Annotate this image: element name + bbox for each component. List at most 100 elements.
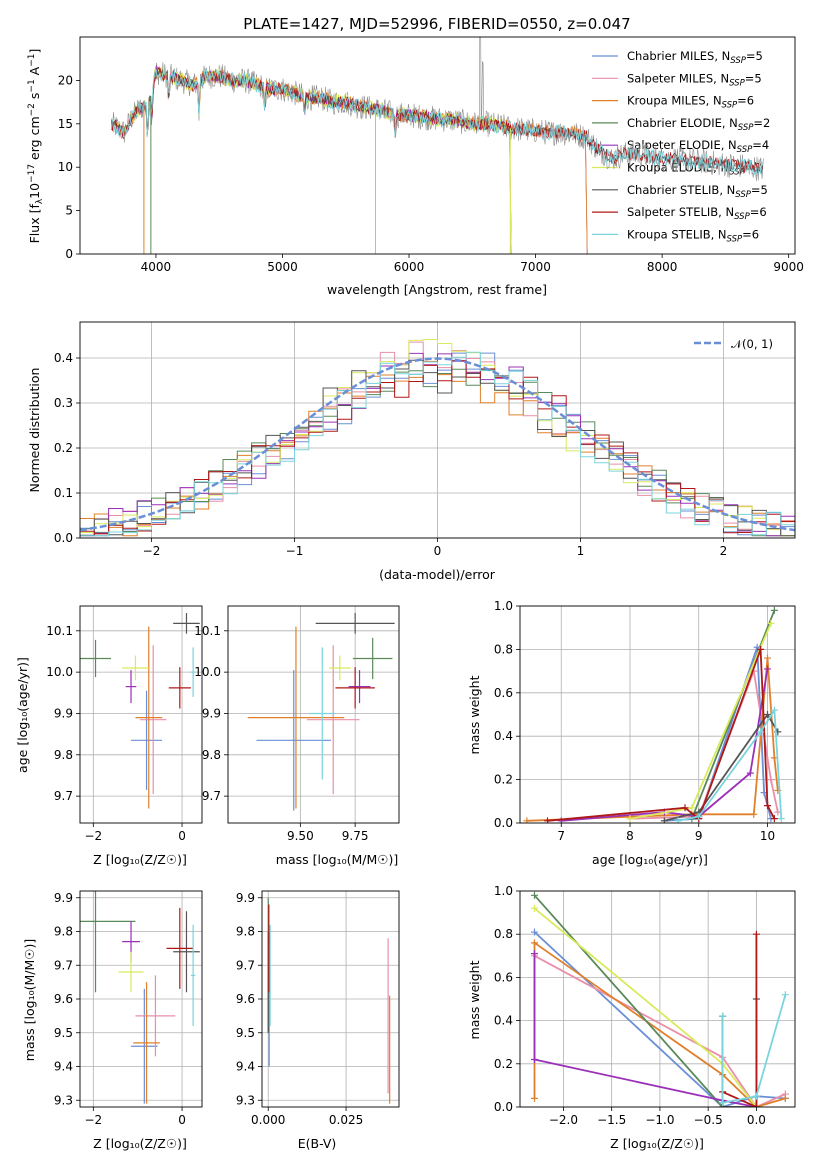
weight-point-kroupa-stelib	[781, 991, 789, 999]
weight-line-chabrier-elodie	[691, 609, 776, 820]
gaussian-curve	[80, 357, 795, 532]
axes-frame	[519, 890, 796, 1108]
y-axis-label-part: erg cm	[27, 116, 42, 164]
ticks: 4000 5000 6000 7000 8000 9000 0 5 10 15 20	[58, 73, 804, 274]
legend-label-kroupa-miles: Kroupa MILES, NSSP=6	[627, 94, 754, 111]
y-tick-label: 0.2	[494, 773, 513, 787]
y-tick-label: 9.9	[236, 891, 255, 905]
y-tick-label: 9.3	[54, 1093, 73, 1107]
axes-frame	[79, 605, 203, 824]
mass-vs-Z-panel: Z [log₁₀(Z/Z☉)] mass [log₁₀(M/M☉)] −2 0 9.…	[22, 890, 203, 1151]
y-axis-label: mass weight	[467, 675, 482, 754]
weight-point-chabrier-stelib	[660, 817, 668, 823]
weight-point-kroupa-miles	[781, 1094, 789, 1102]
x-tick-label: 0	[178, 829, 186, 843]
weight-vs-age-panel: age [log₁₀(age/yr)] mass weight 7 8 9 10 0.0…	[467, 599, 796, 867]
y-axis-label-part: −17	[27, 164, 37, 183]
x-tick-label: 9.50	[287, 829, 314, 843]
y-tick-label: 9.7	[54, 789, 73, 803]
weight-point-kroupa-stelib	[752, 1092, 760, 1100]
y-axis-label-part: ]	[27, 49, 42, 54]
weight-point-salpeter-stelib	[757, 645, 765, 653]
x-tick-label: −1	[286, 544, 304, 558]
weight-point-salpeter-stelib	[752, 1103, 760, 1107]
x-tick-label: 4000	[141, 260, 172, 274]
gridlines	[80, 606, 202, 823]
y-tick-label: 9.4	[236, 1060, 255, 1074]
weight-point-chabrier-elodie	[770, 606, 778, 614]
y-tick-label: 9.7	[236, 958, 255, 972]
weight-point-salpeter-stelib	[544, 817, 551, 823]
axes-frame	[79, 321, 796, 539]
y-tick-label: 9.5	[54, 1026, 73, 1040]
y-tick-label: 10.1	[194, 624, 221, 638]
y-tick-label: 0.2	[494, 1057, 513, 1071]
x-axis-label: wavelength [Angstrom, rest frame]	[327, 282, 547, 297]
weight-point-chabrier-stelib	[764, 711, 771, 718]
ticks: −2 0 9.7 9.8 9.9 10.0 10.1	[46, 624, 186, 843]
y-axis-label-part: 10	[27, 183, 42, 199]
weight-point-salpeter-stelib	[770, 815, 778, 823]
chart-title: PLATE=1427, MJD=52996, FIBERID=0550, z=0…	[243, 15, 630, 33]
x-tick-label: −1.0	[645, 1113, 674, 1127]
weight-point-kroupa-elodie	[626, 815, 634, 823]
weight-point-salpeter-elodie	[530, 950, 538, 958]
spectra	[111, 37, 764, 254]
legend: 𝒩(0, 1)	[694, 337, 773, 351]
y-tick-label: 0.1	[54, 486, 73, 500]
y-tick-label: 9.6	[236, 992, 255, 1006]
y-axis-label-part: s	[27, 93, 42, 104]
x-tick-label: 8	[626, 829, 634, 843]
x-tick-label: −2.0	[549, 1113, 578, 1127]
x-tick-label: −2	[84, 829, 102, 843]
weight-point-salpeter-stelib	[764, 802, 771, 810]
axes-frame	[227, 605, 400, 824]
y-axis-label-part: −1	[27, 54, 37, 67]
x-tick-label: 7	[557, 829, 565, 843]
legend-label-salpeter-stelib: Salpeter STELIB, NSSP=6	[627, 205, 767, 222]
y-tick-label: 9.8	[202, 748, 221, 762]
y-tick-label: 9.8	[54, 925, 73, 939]
y-axis-label: Normed distribution	[27, 368, 42, 493]
legend-label-kroupa-stelib: Kroupa STELIB, NSSP=6	[627, 227, 759, 244]
weight-line-salpeter-stelib	[547, 649, 776, 822]
x-tick-label: 0.000	[251, 1113, 285, 1127]
error-bars	[80, 613, 200, 809]
weight-point-kroupa-miles	[530, 1094, 538, 1102]
model-spectrum-kroupa-stelib	[111, 67, 763, 176]
y-tick-label: 0.0	[54, 531, 73, 545]
ticks: 0.000 0.025 9.3 9.4 9.5 9.6 9.7 9.8 9.9	[236, 891, 363, 1127]
y-axis-label-part: −2	[27, 103, 37, 116]
x-axis-label: age [log₁₀(age/yr)]	[592, 852, 708, 867]
age-vs-Z-panel: Z [log₁₀(Z/Z☉)] age [log₁₀(age/yr)] −2 0 9…	[15, 605, 203, 867]
x-tick-label: 5000	[267, 260, 298, 274]
y-tick-label: 0.8	[494, 927, 513, 941]
x-tick-label: 0	[434, 544, 442, 558]
axes-frame	[519, 605, 796, 824]
ticks: −2 −1 0 1 2 0.0 0.1 0.2 0.3 0.4	[54, 351, 727, 558]
y-axis-label: mass [log₁₀(M/M☉)]	[22, 939, 37, 1061]
weight-point-salpeter-stelib	[681, 804, 689, 812]
y-axis-label: age [log₁₀(age/yr)]	[15, 657, 30, 773]
x-tick-label: −2	[143, 544, 161, 558]
x-tick-label: −0.5	[694, 1113, 723, 1127]
weight-point-kroupa-stelib	[695, 812, 703, 820]
y-axis-label: Flux [fλ10−17 erg cm−2 s−1 A−1]	[27, 49, 45, 244]
x-axis-label: Z [log₁₀(Z/Z☉)]	[93, 852, 187, 867]
y-tick-label: 9.6	[54, 992, 73, 1006]
gridlines	[80, 891, 202, 1107]
y-tick-label: 10.0	[46, 665, 73, 679]
legend-label-chabrier-elodie: Chabrier ELODIE, NSSP=2	[627, 116, 770, 133]
axes-frame	[261, 890, 400, 1108]
weight-point-kroupa-stelib	[719, 1099, 727, 1107]
weight-point-salpeter-elodie	[746, 769, 754, 777]
legend-label-salpeter-elodie: Salpeter ELODIE, NSSP=4	[627, 138, 769, 155]
y-tick-label: 9.5	[236, 1026, 255, 1040]
y-tick-label: 0.6	[494, 686, 513, 700]
weight-point-kroupa-stelib	[777, 815, 785, 823]
weight-point-salpeter-elodie	[764, 665, 771, 673]
y-tick-label: 9.9	[54, 706, 73, 720]
y-axis-label-part: −1	[27, 79, 37, 92]
x-tick-label: 10	[760, 829, 775, 843]
histograms	[80, 339, 795, 537]
